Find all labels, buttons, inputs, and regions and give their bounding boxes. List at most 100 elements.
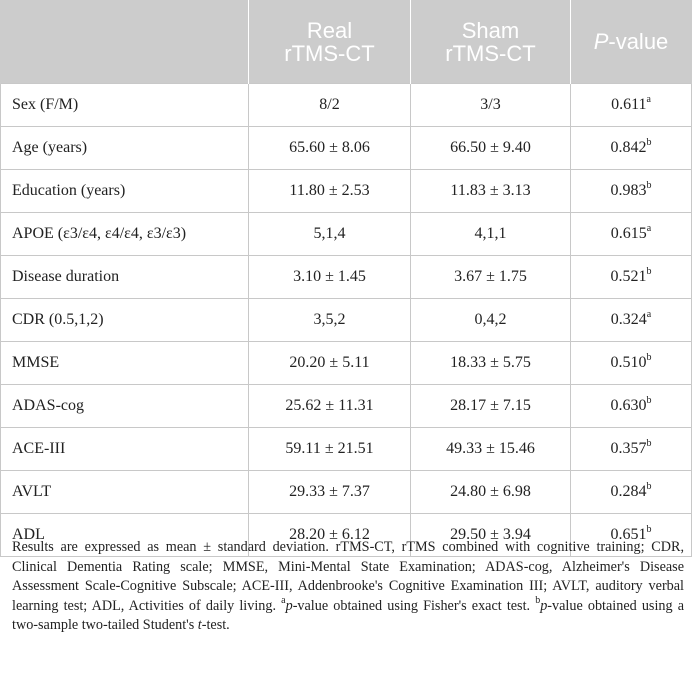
header-p-rest: -value <box>608 29 669 54</box>
p-value-superscript: b <box>646 480 652 492</box>
footnote-b-t: t <box>197 617 202 634</box>
row-label-cell-text: ADAS-cog <box>12 397 84 414</box>
p-value-cell: 0.510b <box>570 341 692 385</box>
footnote-b-marker: b <box>535 595 541 607</box>
row-label-cell-text: ACE-III <box>12 440 66 457</box>
sham-value-cell-text: 0,4,2 <box>474 311 507 328</box>
real-value-cell-text: 25.62 ± 11.31 <box>285 397 374 414</box>
row-label-cell-text: Disease duration <box>12 268 120 285</box>
table-body: Sex (F/M) 8/2 3/3 0.611a Age (years) 65.60 ± … <box>0 83 692 557</box>
sham-value-cell: 28.17 ± 7.15 <box>410 384 571 428</box>
table-row: AVLT 29.33 ± 7.37 24.80 ± 6.98 0.284b <box>0 470 692 514</box>
p-value-superscript: a <box>646 222 652 234</box>
sham-value-cell-text: 28.17 ± 7.15 <box>450 397 531 414</box>
table-header-row: Real rTMS-CT Sham rTMS-CT P-value <box>0 0 692 84</box>
real-value-cell: 3,5,2 <box>248 298 411 342</box>
sham-value-cell-text: 11.83 ± 3.13 <box>450 182 531 199</box>
real-value-cell-text: 8/2 <box>319 96 340 113</box>
header-real-line1: Real <box>306 17 353 43</box>
real-value-cell: 59.11 ± 21.51 <box>248 427 411 471</box>
p-value-cell-text: 0.357 <box>610 440 647 457</box>
row-label-cell-text: CDR (0.5,1,2) <box>12 311 104 328</box>
table-row: ACE-III 59.11 ± 21.51 49.33 ± 15.46 0.357b <box>0 427 692 471</box>
sham-value-cell-text: 3.67 ± 1.75 <box>454 268 527 285</box>
table-row: Age (years) 65.60 ± 8.06 66.50 ± 9.40 0.842… <box>0 126 692 170</box>
header-sham-line1: Sham <box>461 17 520 43</box>
table-row: CDR (0.5,1,2) 3,5,2 0,4,2 0.324a <box>0 298 692 342</box>
sham-value-cell-text: 24.80 ± 6.98 <box>450 483 531 500</box>
real-value-cell: 65.60 ± 8.06 <box>248 126 411 170</box>
sham-value-cell: 18.33 ± 5.75 <box>410 341 571 385</box>
footnote-paragraph: Results are expressed as mean ± standard… <box>12 538 684 636</box>
demographics-table: Real rTMS-CT Sham rTMS-CT P-value Sex (F… <box>0 0 692 557</box>
row-label-cell: ADL <box>0 513 249 557</box>
header-real-line2: rTMS-CT <box>284 40 375 66</box>
p-value-cell: 0.615a <box>570 212 692 256</box>
row-label-cell: Education (years) <box>0 169 249 213</box>
p-value-cell: 0.630b <box>570 384 692 428</box>
real-value-cell-text: 29.33 ± 7.37 <box>289 483 370 500</box>
p-value-cell-text: 0.630 <box>610 397 647 414</box>
table-row: MMSE 20.20 ± 5.11 18.33 ± 5.75 0.510b <box>0 341 692 385</box>
table-row: Disease duration 3.10 ± 1.45 3.67 ± 1.75 0.… <box>0 255 692 299</box>
row-label-cell-text: Age (years) <box>12 139 88 156</box>
p-value-superscript: b <box>646 523 652 535</box>
sham-value-cell-text: 3/3 <box>480 96 501 113</box>
row-label-cell: APOE (ε3/ε4, ε4/ε4, ε3/ε3) <box>0 212 249 256</box>
real-value-cell: 29.33 ± 7.37 <box>248 470 411 514</box>
table-row: ADL 28.20 ± 6.12 29.50 ± 3.94 0.651b <box>0 513 692 557</box>
row-label-cell: Sex (F/M) <box>0 83 249 127</box>
p-value-cell-text: 0.324 <box>610 311 647 328</box>
p-value-superscript: b <box>646 437 652 449</box>
row-label-cell-text: APOE (ε3/ε4, ε4/ε4, ε3/ε3) <box>12 225 187 242</box>
footnote-a-p: p <box>285 597 293 614</box>
row-label-cell-text: Education (years) <box>12 182 126 199</box>
real-value-cell: 5,1,4 <box>248 212 411 256</box>
row-label-cell: Age (years) <box>0 126 249 170</box>
row-label-cell: Disease duration <box>0 255 249 299</box>
p-value-cell: 0.651b <box>570 513 692 557</box>
header-p-italic: P <box>593 29 609 54</box>
table-row: ADAS-cog 25.62 ± 11.31 28.17 ± 7.15 0.630b <box>0 384 692 428</box>
p-value-superscript: b <box>646 265 652 277</box>
real-value-cell: 8/2 <box>248 83 411 127</box>
footnote-b-p: p <box>540 597 548 614</box>
footnote-a-text: -value obtained using Fisher's exact tes… <box>292 597 531 614</box>
p-value-superscript: b <box>646 136 652 148</box>
header-p-value: P-value <box>570 0 692 84</box>
real-value-cell-text: 65.60 ± 8.06 <box>289 139 370 156</box>
footnote-a-marker: a <box>281 595 286 607</box>
row-label-cell: AVLT <box>0 470 249 514</box>
sham-value-cell: 4,1,1 <box>410 212 571 256</box>
row-label-cell: CDR (0.5,1,2) <box>0 298 249 342</box>
p-value-cell: 0.357b <box>570 427 692 471</box>
real-value-cell-text: 11.80 ± 2.53 <box>289 182 370 199</box>
footnote-main: Results are expressed as mean ± standard… <box>12 539 684 614</box>
row-label-cell-text: AVLT <box>12 483 52 500</box>
p-value-cell: 0.842b <box>570 126 692 170</box>
table-row: Education (years) 11.80 ± 2.53 11.83 ± 3.1… <box>0 169 692 213</box>
sham-value-cell-text: 49.33 ± 15.46 <box>446 440 535 457</box>
sham-value-cell-text: 18.33 ± 5.75 <box>450 354 531 371</box>
row-label-cell-text: Sex (F/M) <box>12 96 79 113</box>
p-value-superscript: b <box>646 179 652 191</box>
p-value-cell: 0.284b <box>570 470 692 514</box>
header-real-rtms-ct: Real rTMS-CT <box>248 0 411 84</box>
p-value-cell-text: 0.651 <box>610 526 647 543</box>
p-value-superscript: a <box>646 93 651 105</box>
real-value-cell: 20.20 ± 5.11 <box>248 341 411 385</box>
p-value-superscript: b <box>646 351 652 363</box>
sham-value-cell: 3/3 <box>410 83 571 127</box>
real-value-cell-text: 5,1,4 <box>313 225 346 242</box>
sham-value-cell: 49.33 ± 15.46 <box>410 427 571 471</box>
p-value-cell-text: 0.615 <box>610 225 647 242</box>
real-value-cell: 25.62 ± 11.31 <box>248 384 411 428</box>
data-table-container: Real rTMS-CT Sham rTMS-CT P-value Sex (F… <box>0 0 692 557</box>
p-value-cell-text: 0.284 <box>610 483 647 500</box>
table-footnote: Results are expressed as mean ± standard… <box>12 538 684 636</box>
footnote-b-end: -test. <box>201 617 230 634</box>
real-value-cell-text: 20.20 ± 5.11 <box>289 354 370 371</box>
sham-value-cell-text: 66.50 ± 9.40 <box>450 139 531 156</box>
table-row: Sex (F/M) 8/2 3/3 0.611a <box>0 83 692 127</box>
sham-value-cell: 24.80 ± 6.98 <box>410 470 571 514</box>
